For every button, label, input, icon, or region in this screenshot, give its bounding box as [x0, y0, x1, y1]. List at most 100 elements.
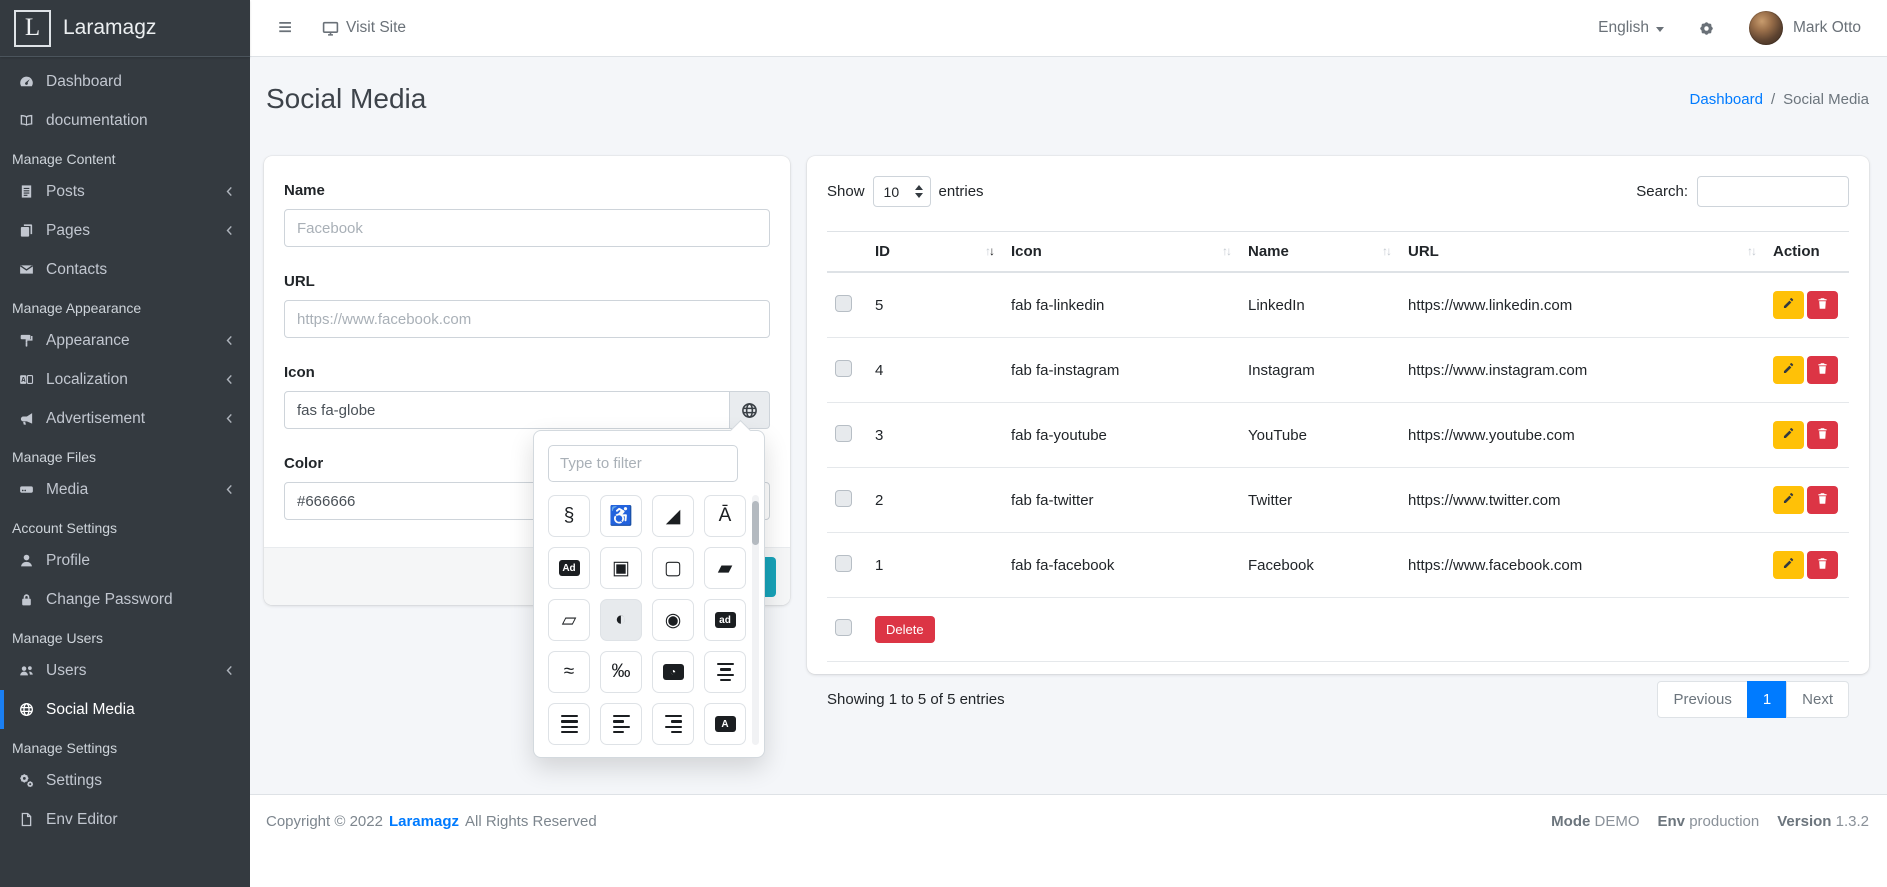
adn-icon[interactable]: ◉	[652, 599, 694, 641]
sidebar-item-change-password[interactable]: Change Password	[0, 580, 250, 619]
url-input[interactable]	[284, 300, 770, 338]
align-justify-icon[interactable]	[548, 703, 590, 745]
envelope-icon	[14, 262, 39, 277]
sidebar-item-label: Localization	[46, 370, 128, 388]
address-card-icon[interactable]: ▰	[704, 547, 746, 589]
accessible-icon[interactable]: ♿	[600, 495, 642, 537]
sidebar-item-posts[interactable]: Posts	[0, 172, 250, 211]
adjust-icon[interactable]: ◐	[600, 599, 642, 641]
sidebar-item-label: Media	[46, 480, 89, 498]
sidebar-item-pages[interactable]: Pages	[0, 211, 250, 250]
edit-button[interactable]	[1773, 551, 1804, 579]
delete-button[interactable]	[1807, 486, 1838, 514]
column-header-name[interactable]: Name ↑↓	[1240, 231, 1400, 273]
settings-gear-icon[interactable]	[1698, 20, 1715, 37]
row-checkbox[interactable]	[835, 294, 852, 312]
dropdown-scrollbar-thumb[interactable]	[752, 501, 759, 545]
row-actions	[1773, 291, 1841, 319]
ad-icon[interactable]: Ad	[548, 547, 590, 589]
delete-button[interactable]	[1807, 291, 1838, 319]
sidebar-item-label: Contacts	[46, 260, 108, 278]
sort-icon: ↑↓	[1222, 244, 1232, 258]
sidebar-item-localization[interactable]: Localization	[0, 360, 250, 399]
search-label: Search:	[1636, 183, 1688, 200]
language-dropdown[interactable]: English	[1598, 19, 1664, 37]
edit-button[interactable]	[1773, 486, 1804, 514]
address-book-icon[interactable]: ▣	[600, 547, 642, 589]
column-header-id[interactable]: ID ↑↓	[867, 231, 1003, 273]
sidebar-item-settings[interactable]: Settings	[0, 761, 250, 800]
adversal-icon[interactable]: ad	[704, 599, 746, 641]
sidebar-toggle-icon[interactable]: ≡	[278, 14, 293, 41]
globe-icon	[14, 702, 39, 717]
user-avatar[interactable]	[1748, 11, 1783, 45]
edit-button[interactable]	[1773, 356, 1804, 384]
row-checkbox[interactable]	[835, 424, 852, 442]
air-freshener-icon[interactable]: ‰	[600, 651, 642, 693]
brand-logo: L	[14, 9, 51, 47]
row-checkbox[interactable]	[835, 489, 852, 507]
sidebar-item-dashboard[interactable]: Dashboard	[0, 62, 250, 101]
align-center-icon[interactable]	[704, 651, 746, 693]
address-card-outline-icon[interactable]: ▱	[548, 599, 590, 641]
pencil-icon	[1782, 297, 1795, 313]
dropdown-scrollbar-track[interactable]	[752, 495, 759, 745]
select-all-checkbox[interactable]	[835, 619, 852, 636]
sidebar-item-documentation[interactable]: documentation	[0, 101, 250, 140]
sidebar-item-label: Dashboard	[46, 72, 122, 90]
sidebar-item-env-editor[interactable]: Env Editor	[0, 800, 250, 839]
affiliatetheme-icon[interactable]: ≈	[548, 651, 590, 693]
sidebar-item-users[interactable]: Users	[0, 651, 250, 690]
address-book-outline-icon[interactable]: ▢	[652, 547, 694, 589]
pagination-previous[interactable]: Previous	[1657, 681, 1748, 718]
sidebar-item-appearance[interactable]: Appearance	[0, 321, 250, 360]
column-header-action: Action	[1765, 231, 1849, 273]
user-name[interactable]: Mark Otto	[1792, 19, 1861, 36]
cell-name: YouTube	[1240, 402, 1400, 468]
icon-filter-input[interactable]	[548, 445, 738, 482]
name-input[interactable]	[284, 209, 770, 247]
tachometer-icon	[14, 74, 39, 89]
column-header-url[interactable]: URL ↑↓	[1400, 231, 1765, 273]
timer-app-icon[interactable]: ◔	[652, 651, 694, 693]
search-input[interactable]	[1697, 176, 1849, 207]
page-length-select[interactable]: 10	[872, 176, 931, 207]
visit-site-link[interactable]: Visit Site	[322, 19, 406, 37]
pagination: Previous 1 Next	[1657, 681, 1849, 718]
footer-brand-link[interactable]: Laramagz	[388, 813, 459, 830]
table-controls: Show 10 entries Search:	[827, 176, 1849, 207]
align-left-icon[interactable]	[600, 703, 642, 745]
row-checkbox[interactable]	[835, 359, 852, 377]
500px-icon[interactable]: §	[548, 495, 590, 537]
color-label: Color	[284, 455, 324, 472]
sidebar-item-profile[interactable]: Profile	[0, 541, 250, 580]
pagination-next[interactable]: Next	[1786, 681, 1849, 718]
cell-id: 1	[867, 532, 1003, 598]
delete-button[interactable]	[1807, 356, 1838, 384]
acquisitions-incorporated-icon[interactable]: Ā	[704, 495, 746, 537]
sidebar-item-contacts[interactable]: Contacts	[0, 250, 250, 289]
row-checkbox[interactable]	[835, 554, 852, 572]
breadcrumb-dashboard-link[interactable]: Dashboard	[1689, 90, 1763, 108]
sidebar-item-social-media[interactable]: Social Media	[0, 690, 250, 729]
delete-button[interactable]	[1807, 421, 1838, 449]
edit-button[interactable]	[1773, 291, 1804, 319]
brand[interactable]: L Laramagz	[0, 0, 250, 57]
icon-input[interactable]	[284, 391, 730, 429]
page-length-control: Show 10 entries	[827, 176, 984, 207]
edit-button[interactable]	[1773, 421, 1804, 449]
bulk-delete-button[interactable]: Delete	[875, 616, 935, 643]
globe-icon	[741, 402, 758, 419]
align-right-icon[interactable]	[652, 703, 694, 745]
sidebar-item-label: Pages	[46, 221, 90, 239]
alipay-icon[interactable]: A	[704, 703, 746, 745]
sidebar-item-advertisement[interactable]: Advertisement	[0, 399, 250, 438]
delete-button[interactable]	[1807, 551, 1838, 579]
cell-id: 5	[867, 272, 1003, 338]
sidebar-item-media[interactable]: Media	[0, 470, 250, 509]
pagination-page-1[interactable]: 1	[1746, 681, 1788, 718]
cell-id: 3	[867, 402, 1003, 468]
accusoft-icon[interactable]: ◢	[652, 495, 694, 537]
column-header-icon[interactable]: Icon ↑↓	[1003, 231, 1240, 273]
cell-id: 4	[867, 337, 1003, 403]
